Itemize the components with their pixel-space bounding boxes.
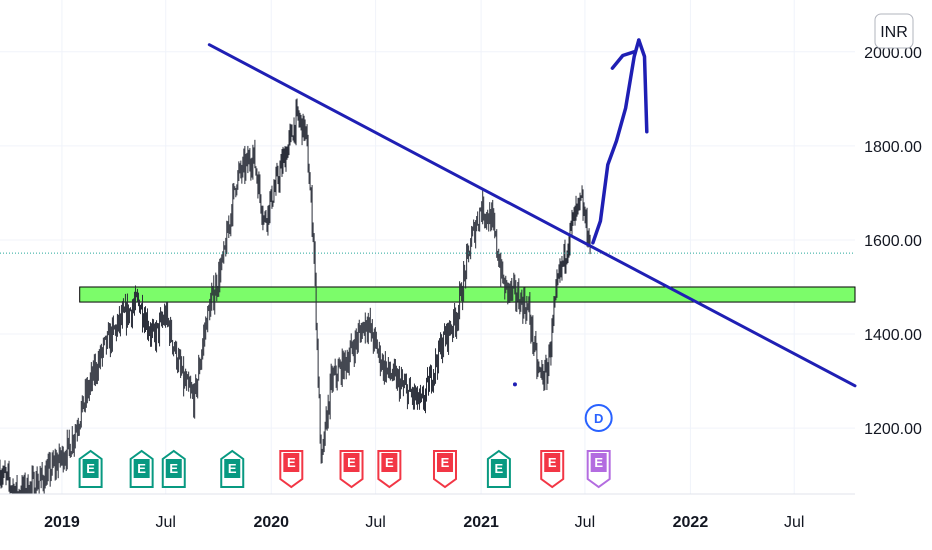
- earnings-marker[interactable]: E: [540, 450, 565, 489]
- earnings-marker[interactable]: E: [432, 450, 457, 489]
- dividend-marker-shape: [584, 404, 613, 432]
- currency-label: INR: [880, 24, 908, 41]
- events-layer[interactable]: E E E E E E E E E E E D: [78, 404, 613, 489]
- earnings-marker-label: E: [137, 461, 146, 476]
- y-tick-label: 1800.00: [864, 139, 922, 156]
- earnings-marker-label: E: [548, 455, 557, 470]
- x-tick-label: 2022: [673, 514, 709, 531]
- earnings-marker-label: E: [385, 455, 394, 470]
- earnings-marker-fill: [590, 453, 607, 472]
- y-axis[interactable]: 2000.00 1800.00 1600.00 1400.00 1200.00: [864, 45, 922, 438]
- earnings-marker[interactable]: E: [78, 449, 103, 488]
- annotation-dot: [512, 382, 517, 387]
- x-tick-label: 2020: [253, 514, 289, 531]
- earnings-marker-fill: [343, 453, 360, 472]
- earnings-marker-fill: [381, 453, 398, 472]
- earnings-marker-label: E: [495, 461, 504, 476]
- earnings-marker[interactable]: E: [161, 449, 186, 488]
- earnings-marker-fill: [133, 459, 150, 478]
- earnings-marker-label: E: [441, 455, 450, 470]
- earnings-marker-label: E: [594, 455, 603, 470]
- projection-arrow-layer[interactable]: [512, 38, 649, 387]
- arrow-head-right[interactable]: [637, 38, 649, 134]
- x-tick-label: Jul: [365, 514, 385, 531]
- x-axis[interactable]: 2019 Jul 2020 Jul 2021 Jul 2022 Jul: [44, 514, 804, 531]
- y-tick-label: 1200.00: [864, 421, 922, 438]
- earnings-marker-label: E: [228, 461, 237, 476]
- earnings-marker-fill: [283, 453, 300, 472]
- earnings-marker-fill: [544, 453, 561, 472]
- support-zone[interactable]: [79, 286, 856, 303]
- trendline-layer[interactable]: [207, 43, 857, 388]
- x-tick-label: 2019: [44, 514, 80, 531]
- dividend-marker[interactable]: D: [584, 404, 613, 432]
- earnings-marker-label: E: [287, 455, 296, 470]
- earnings-marker-fill: [82, 459, 99, 478]
- earnings-marker-label: E: [169, 461, 178, 476]
- trendline[interactable]: [207, 43, 857, 388]
- earnings-marker-fill: [436, 453, 453, 472]
- earnings-marker[interactable]: E: [377, 450, 402, 489]
- earnings-marker[interactable]: E: [279, 450, 304, 489]
- projection-arrow[interactable]: [591, 38, 641, 245]
- earnings-marker[interactable]: E: [339, 450, 364, 489]
- earnings-marker[interactable]: E: [486, 449, 511, 488]
- earnings-marker-fill: [224, 459, 241, 478]
- x-tick-label: Jul: [575, 514, 595, 531]
- currency-badge[interactable]: INR: [874, 13, 914, 49]
- x-tick-label: Jul: [784, 514, 804, 531]
- support-zone-layer: [79, 286, 856, 303]
- earnings-marker[interactable]: E: [129, 449, 154, 488]
- y-tick-label: 1400.00: [864, 327, 922, 344]
- x-tick-label: 2021: [463, 514, 499, 531]
- earnings-marker-fill: [490, 459, 507, 478]
- y-tick-label: 1600.00: [864, 233, 922, 250]
- grid-lines: [0, 0, 855, 494]
- dividend-marker-label: D: [594, 411, 603, 426]
- earnings-marker[interactable]: E: [220, 449, 245, 488]
- earnings-marker-label: E: [86, 461, 95, 476]
- arrow-head-left[interactable]: [610, 50, 636, 70]
- earnings-marker[interactable]: E: [586, 450, 611, 489]
- y-tick-label: 2000.00: [864, 45, 922, 62]
- earnings-marker-fill: [165, 459, 182, 478]
- x-tick-label: Jul: [155, 514, 175, 531]
- candle-series: [0, 98, 591, 494]
- earnings-marker-label: E: [347, 455, 356, 470]
